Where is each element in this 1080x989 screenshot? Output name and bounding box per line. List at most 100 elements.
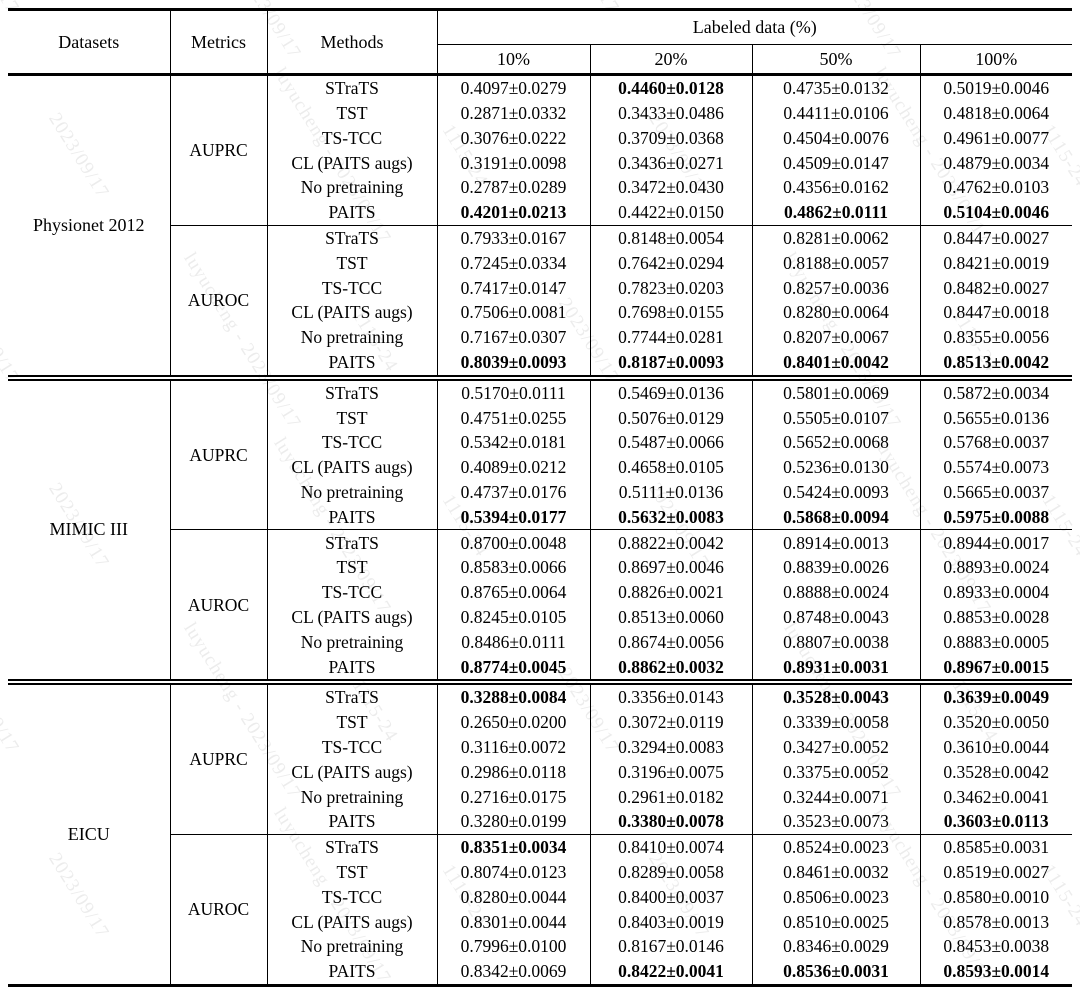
method-label: CL (PAITS augs) <box>267 454 438 480</box>
header-datasets: Datasets <box>8 9 171 75</box>
value-cell: 0.5975±0.0088 <box>943 506 1050 527</box>
method-label: TST <box>267 405 438 431</box>
value-cell: 0.3433±0.0486 <box>590 100 753 126</box>
value-cell: 0.8401±0.0042 <box>752 349 921 378</box>
value-cell: 0.8578±0.0013 <box>943 911 1050 932</box>
value-cell: 0.2716±0.0175 <box>437 784 591 810</box>
metric-label: AUROC <box>170 529 268 683</box>
value-cell: 0.7167±0.0307 <box>437 324 591 350</box>
value-cell: 0.4460±0.0128 <box>590 74 753 101</box>
value-cell: 0.8482±0.0027 <box>943 277 1050 298</box>
value-cell: 0.8862±0.0032 <box>590 654 753 683</box>
value-cell: 0.4411±0.0106 <box>752 100 921 126</box>
value-cell: 0.5487±0.0066 <box>590 430 753 455</box>
method-label: TS-TCC <box>267 275 438 301</box>
value-cell: 0.7245±0.0334 <box>437 250 591 276</box>
method-label: No pretraining <box>267 175 438 200</box>
value-cell: 0.8207±0.0067 <box>752 324 921 350</box>
value-cell: 0.8447±0.0018 <box>943 302 1050 323</box>
value-cell: 0.7506±0.0081 <box>437 300 591 325</box>
value-cell: 0.3610±0.0044 <box>943 736 1050 757</box>
value-cell: 0.2986±0.0118 <box>437 759 591 785</box>
value-cell: 0.3380±0.0078 <box>590 809 753 835</box>
value-cell: 0.8893±0.0024 <box>943 557 1050 578</box>
value-cell: 0.8148±0.0054 <box>590 224 753 251</box>
value-cell: 0.8461±0.0032 <box>752 859 921 885</box>
value-cell: 0.3603±0.0113 <box>943 811 1049 832</box>
value-cell: 0.8583±0.0066 <box>437 555 591 580</box>
value-cell: 0.7933±0.0167 <box>437 224 591 251</box>
method-label: No pretraining <box>267 479 438 505</box>
table-row: No pretraining 0.2716±0.0175 0.2961±0.0182… <box>8 784 1072 810</box>
value-cell: 0.8510±0.0025 <box>752 909 921 935</box>
table-body: Physionet 2012 AUPRC STraTS 0.4097±0.0279 0.… <box>8 74 1072 986</box>
value-cell: 0.8280±0.0064 <box>752 300 921 325</box>
value-cell: 0.5424±0.0093 <box>752 479 921 505</box>
table-row: TS-TCC 0.8765±0.0064 0.8826±0.0021 0.8888±0… <box>8 579 1072 605</box>
value-cell: 0.8765±0.0064 <box>437 579 591 605</box>
header-methods: Methods <box>267 9 438 75</box>
value-cell: 0.8074±0.0123 <box>437 859 591 885</box>
method-label: PAITS <box>267 809 438 835</box>
value-cell: 0.8410±0.0074 <box>590 833 753 860</box>
method-label: TS-TCC <box>267 430 438 455</box>
method-label: STraTS <box>267 679 438 710</box>
value-cell: 0.2650±0.0200 <box>437 709 591 735</box>
value-cell: 0.8355±0.0056 <box>943 327 1050 348</box>
table-row: Physionet 2012 AUPRC STraTS 0.4097±0.0279 0.… <box>8 74 1072 378</box>
table-row: PAITS 0.8342±0.0069 0.8422±0.0041 0.8536±0.… <box>8 958 1072 986</box>
table-header: Datasets Metrics Methods Labeled data (%… <box>8 9 1072 75</box>
table-row: PAITS 0.4201±0.0213 0.4422±0.0150 0.4862±0.… <box>8 199 1072 226</box>
table-row: AUROC STraTS 0.7933±0.0167 0.8148±0.0054 0.8… <box>8 224 1072 378</box>
value-cell: 0.7417±0.0147 <box>437 275 591 301</box>
value-cell: 0.4751±0.0255 <box>437 405 591 431</box>
value-cell: 0.4879±0.0034 <box>943 152 1050 173</box>
table-row: TS-TCC 0.3116±0.0072 0.3294±0.0083 0.3427±0… <box>8 734 1072 760</box>
value-cell: 0.5019±0.0046 <box>943 78 1050 99</box>
table-row: No pretraining 0.7996±0.0100 0.8167±0.0146… <box>8 934 1072 959</box>
metric-label: AUROC <box>170 833 268 986</box>
value-cell: 0.8346±0.0029 <box>752 934 921 959</box>
value-cell: 0.4504±0.0076 <box>752 125 921 151</box>
header-metrics: Metrics <box>170 9 268 75</box>
header-labeled-data: Labeled data (%) <box>437 9 1072 45</box>
value-cell: 0.8524±0.0023 <box>752 833 921 860</box>
value-cell: 0.5505±0.0107 <box>752 405 921 431</box>
value-cell: 0.3523±0.0073 <box>752 809 921 835</box>
value-cell: 0.8593±0.0014 <box>943 961 1050 982</box>
value-cell: 0.7642±0.0294 <box>590 250 753 276</box>
value-cell: 0.4762±0.0103 <box>943 177 1050 198</box>
value-cell: 0.3288±0.0084 <box>437 679 591 710</box>
table-row: TST 0.2650±0.0200 0.3072±0.0119 0.3339±0.00… <box>8 709 1072 735</box>
value-cell: 0.8421±0.0019 <box>943 252 1050 273</box>
value-cell: 0.3639±0.0049 <box>920 679 1072 710</box>
value-cell: 0.8967±0.0015 <box>943 656 1050 677</box>
table-row: MIMIC III AUPRC STraTS 0.5170±0.0111 0.5469±… <box>8 374 1072 683</box>
value-cell: 0.2787±0.0289 <box>437 175 591 200</box>
value-cell: 0.8167±0.0146 <box>590 934 753 959</box>
value-cell: 0.3294±0.0083 <box>590 734 753 760</box>
value-cell: 0.3427±0.0052 <box>752 734 921 760</box>
dataset-label: EICU <box>8 679 171 986</box>
value-cell: 0.5170±0.0111 <box>437 374 591 406</box>
value-cell: 0.2961±0.0182 <box>590 784 753 810</box>
value-cell: 0.8931±0.0031 <box>752 654 921 683</box>
table-row: TS-TCC 0.3076±0.0222 0.3709±0.0368 0.4504±0… <box>8 125 1072 151</box>
table-row: AUROC STraTS 0.8700±0.0048 0.8822±0.0042 0.8… <box>8 529 1072 683</box>
method-label: TST <box>267 250 438 276</box>
value-cell: 0.5868±0.0094 <box>752 504 921 530</box>
value-cell: 0.5236±0.0130 <box>752 454 921 480</box>
value-cell: 0.3462±0.0041 <box>943 786 1050 807</box>
value-cell: 0.5342±0.0181 <box>437 430 591 455</box>
header-percent-20: 20% <box>590 44 753 75</box>
value-cell: 0.8580±0.0010 <box>943 886 1050 907</box>
value-cell: 0.8422±0.0041 <box>590 958 753 986</box>
value-cell: 0.4658±0.0105 <box>590 454 753 480</box>
header-percent-10: 10% <box>437 44 591 75</box>
table-row: PAITS 0.8039±0.0093 0.8187±0.0093 0.8401±0.… <box>8 349 1072 378</box>
method-label: TST <box>267 709 438 735</box>
value-cell: 0.8839±0.0026 <box>752 555 921 580</box>
value-cell: 0.3076±0.0222 <box>437 125 591 151</box>
value-cell: 0.8888±0.0024 <box>752 579 921 605</box>
method-label: TS-TCC <box>267 125 438 151</box>
